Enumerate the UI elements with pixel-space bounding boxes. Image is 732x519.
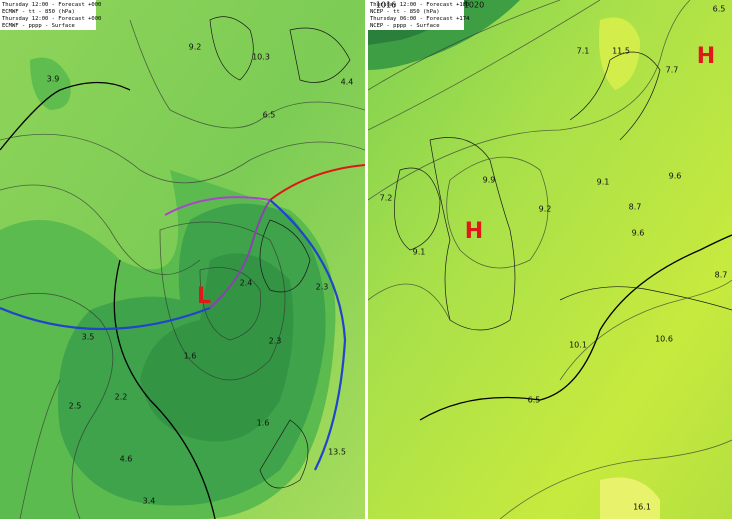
panel-header: NCEP - tt - 850 (hPa) [370,9,440,15]
right-panel [368,0,732,519]
value-label: 9.1 [413,248,426,257]
value-label: 9.9 [483,176,496,185]
value-label: 7.1 [577,47,590,56]
value-label: 3.9 [47,75,60,84]
panel-header: NCEP - pppp - Surface [370,23,440,29]
value-label: 10.3 [252,53,270,62]
value-label: 6.5 [713,5,726,14]
value-label: 1020 [464,1,484,10]
value-label: 4.4 [341,78,354,87]
value-label: 6.5 [528,396,541,405]
value-label: 2.3 [316,283,329,292]
value-label: 1.6 [257,419,270,428]
value-label: 2.5 [69,402,82,411]
value-label: 10.1 [569,341,587,350]
value-label: 8.7 [629,203,642,212]
value-label: 2.3 [269,337,282,346]
panel-header: ECMWF - tt - 850 (hPa) [2,9,75,15]
value-label: 16.1 [633,503,651,512]
value-label: 6.5 [263,111,276,120]
pressure-center: H [697,44,715,69]
value-label: 1016 [376,1,396,10]
panel-header: ECMWF - pppp - Surface [2,23,75,29]
value-label: 10.6 [655,335,673,344]
value-label: 2.4 [240,279,253,288]
value-label: 9.6 [632,229,645,238]
value-label: 9.2 [539,205,552,214]
panel-header: Thursday 12:00 - Forecast +000 [2,16,101,22]
value-label: 8.7 [715,271,728,280]
value-label: 3.5 [82,333,95,342]
panel-header: Thursday 06:00 - Forecast +174 [370,16,470,22]
value-label: 13.5 [328,448,346,457]
value-label: 7.7 [666,66,679,75]
value-label: 9.2 [189,43,202,52]
panel-header: Thursday 12:00 - Forecast +180 [370,2,469,8]
value-label: 4.6 [120,455,133,464]
pressure-center: H [465,219,483,244]
value-label: 9.6 [669,172,682,181]
value-label: 2.2 [115,393,128,402]
value-label: 3.4 [143,497,156,506]
panel-header: Thursday 12:00 - Forecast +000 [2,2,101,8]
value-label: 9.1 [597,178,610,187]
value-label: 1.6 [184,352,197,361]
value-label: 7.2 [380,194,393,203]
left-panel [0,0,365,519]
value-label: 11.5 [612,47,630,56]
pressure-center: L [197,284,211,309]
